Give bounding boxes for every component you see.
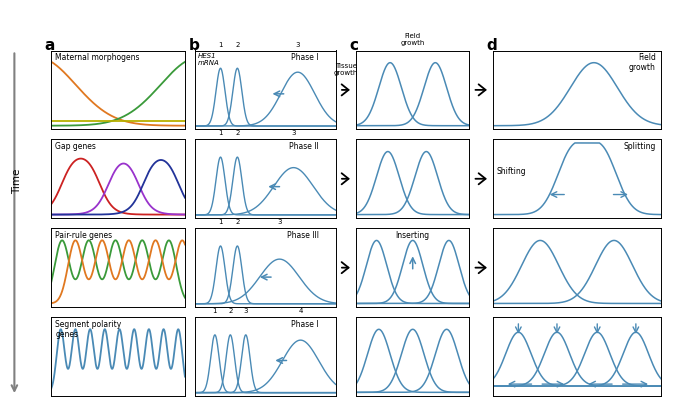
Text: a: a: [45, 38, 55, 53]
Text: 2: 2: [235, 219, 240, 225]
Text: Inserting: Inserting: [396, 231, 429, 240]
Text: 1: 1: [212, 308, 217, 314]
Text: 1: 1: [219, 130, 223, 137]
Text: Field
growth: Field growth: [401, 34, 425, 46]
Text: Tissue
growth: Tissue growth: [334, 63, 358, 76]
Text: Phase I: Phase I: [291, 53, 319, 62]
Text: 3: 3: [291, 130, 296, 137]
Text: 3: 3: [295, 42, 300, 48]
Text: Maternal morphogens: Maternal morphogens: [55, 53, 140, 62]
Text: Phase III: Phase III: [287, 231, 319, 240]
Text: 1: 1: [219, 42, 223, 48]
Text: c: c: [349, 38, 358, 53]
Text: 4: 4: [299, 308, 303, 314]
Text: 2: 2: [235, 42, 240, 48]
Text: 3: 3: [244, 308, 248, 314]
Text: d: d: [486, 38, 497, 53]
Text: Shifting: Shifting: [497, 167, 526, 176]
Text: Phase II: Phase II: [289, 142, 319, 151]
Text: Field
growth: Field growth: [629, 53, 656, 72]
Text: Time: Time: [12, 169, 22, 194]
Text: 1: 1: [219, 219, 223, 225]
Text: b: b: [188, 38, 199, 53]
Text: Gap genes: Gap genes: [55, 142, 97, 151]
Text: Segment polarity
genes: Segment polarity genes: [55, 320, 122, 339]
Text: 3: 3: [277, 219, 282, 225]
Text: 2: 2: [228, 308, 232, 314]
Text: HES1
mRNA: HES1 mRNA: [198, 53, 220, 66]
Text: 2: 2: [235, 130, 240, 137]
Text: Pair-rule genes: Pair-rule genes: [55, 231, 112, 240]
Text: Phase I: Phase I: [291, 320, 319, 328]
Text: Splitting: Splitting: [623, 142, 656, 151]
